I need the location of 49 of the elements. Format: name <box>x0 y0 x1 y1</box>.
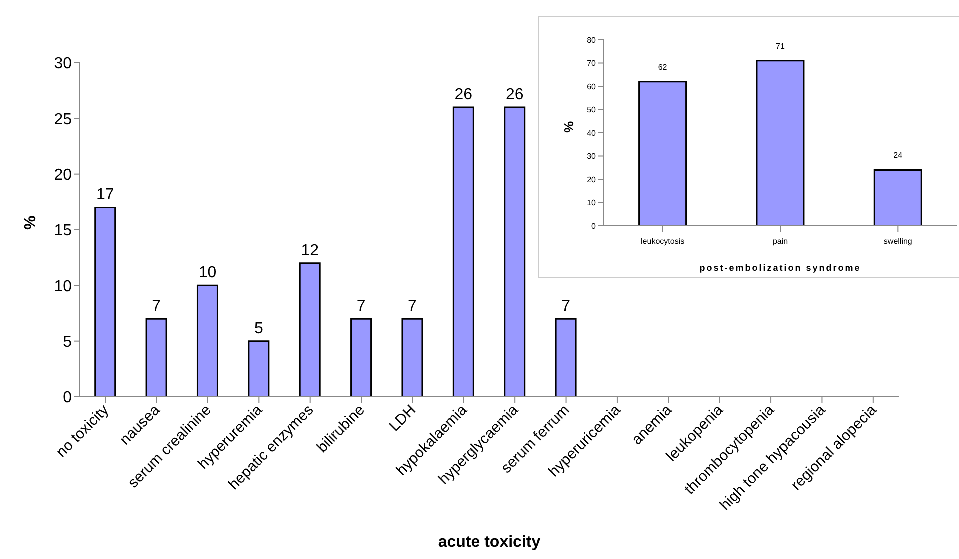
y-tick-label: 0 <box>63 390 72 407</box>
data-label: 26 <box>506 86 524 104</box>
y-tick-label: 10 <box>54 278 72 296</box>
y-tick-label: 10 <box>587 198 597 208</box>
y-axis-title: % <box>22 216 40 230</box>
x-tick-label: leukocytosis <box>641 237 685 246</box>
bar <box>756 60 805 226</box>
y-tick-label: 40 <box>587 128 597 138</box>
bar <box>350 318 372 397</box>
y-axis-title: % <box>562 121 577 133</box>
y-tick-label: 20 <box>587 175 597 184</box>
bar <box>555 318 577 397</box>
bar <box>452 106 474 397</box>
data-label: 71 <box>776 42 786 51</box>
y-tick-label: 30 <box>54 56 72 73</box>
y-tick-label: 60 <box>587 82 597 92</box>
y-tick-label: 5 <box>63 334 72 352</box>
x-axis-title: post-embolization syndrome <box>700 263 862 273</box>
data-label: 24 <box>894 151 904 160</box>
bar <box>94 206 116 397</box>
y-tick-label: 0 <box>592 222 597 231</box>
data-label: 26 <box>454 86 473 104</box>
data-label: 7 <box>356 298 366 316</box>
y-tick-label: 25 <box>54 111 72 128</box>
y-tick-label: 70 <box>587 59 597 68</box>
data-label: 7 <box>562 298 571 316</box>
bar <box>248 340 270 397</box>
data-label: 10 <box>198 264 217 282</box>
bar <box>146 318 168 397</box>
data-label: 17 <box>96 186 114 204</box>
y-tick-label: 50 <box>587 106 597 115</box>
y-tick-label: 80 <box>587 36 597 45</box>
y-tick-label: 30 <box>587 152 597 162</box>
bar <box>402 318 424 397</box>
bar <box>874 169 922 226</box>
data-label: 5 <box>254 320 264 338</box>
bar <box>196 284 218 397</box>
bar <box>299 262 321 397</box>
x-axis-title: acute toxicity <box>438 534 541 551</box>
data-label: 12 <box>301 242 320 260</box>
y-tick-label: 15 <box>54 222 72 240</box>
x-tick-label: swelling <box>884 237 912 246</box>
data-label: 62 <box>658 62 668 72</box>
data-label: 7 <box>408 298 418 316</box>
data-label: 7 <box>152 298 162 316</box>
y-tick-label: 20 <box>54 167 72 184</box>
x-tick-label: pain <box>772 237 788 246</box>
bar <box>504 106 526 397</box>
bar <box>638 81 688 226</box>
